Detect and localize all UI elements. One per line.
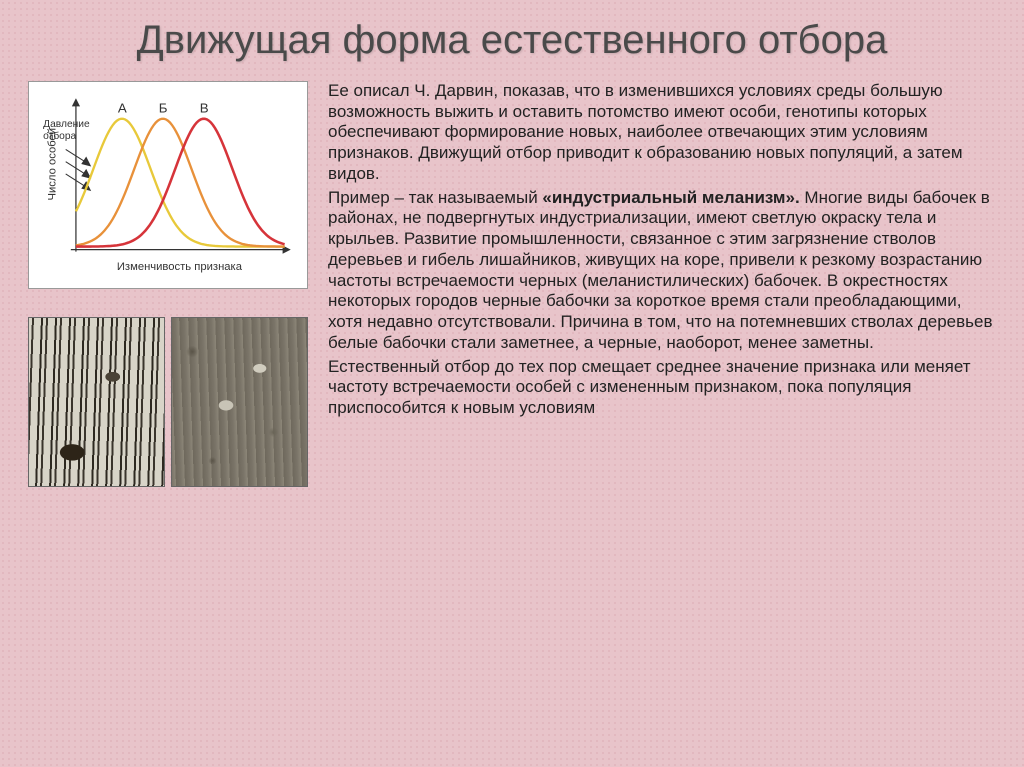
curve-label-А: А [118, 101, 127, 116]
p2-post: Многие виды бабочек в районах, не подвер… [328, 188, 993, 352]
curve-labels: А Б В [118, 101, 209, 116]
curve-label-В: В [200, 101, 209, 116]
chart-container: Число особей Изменчивость признака Давле… [28, 81, 308, 289]
curves-group [76, 119, 285, 247]
y-axis-arrow [72, 98, 80, 106]
p2-bold: «индустриальный меланизм». [542, 188, 799, 207]
photo-row [28, 317, 308, 487]
slide-title: Движущая форма естественного отбора [28, 18, 996, 63]
curve-Б [76, 119, 285, 247]
slide: Движущая форма естественного отбора Числ… [0, 0, 1024, 767]
content-row: Число особей Изменчивость признака Давле… [28, 81, 996, 487]
selection-chart: Число особей Изменчивость признака Давле… [35, 88, 301, 282]
curve-label-Б: Б [159, 101, 168, 116]
text-column: Ее описал Ч. Дарвин, показав, что в изме… [328, 81, 996, 487]
paragraph-1: Ее описал Ч. Дарвин, показав, что в изме… [328, 81, 996, 185]
paragraph-3: Естественный отбор до тех пор смещает ср… [328, 357, 996, 419]
pressure-label-line1: Давление [43, 119, 90, 130]
moth-photo-light [171, 317, 308, 487]
x-axis-label: Изменчивость признака [117, 261, 243, 273]
left-column: Число особей Изменчивость признака Давле… [28, 81, 308, 487]
paragraph-2: Пример – так называемый «индустриальный … [328, 188, 996, 354]
pressure-label-line2: отбора [43, 130, 76, 142]
moth-photo-dark [28, 317, 165, 487]
p2-pre: Пример – так называемый [328, 188, 542, 207]
